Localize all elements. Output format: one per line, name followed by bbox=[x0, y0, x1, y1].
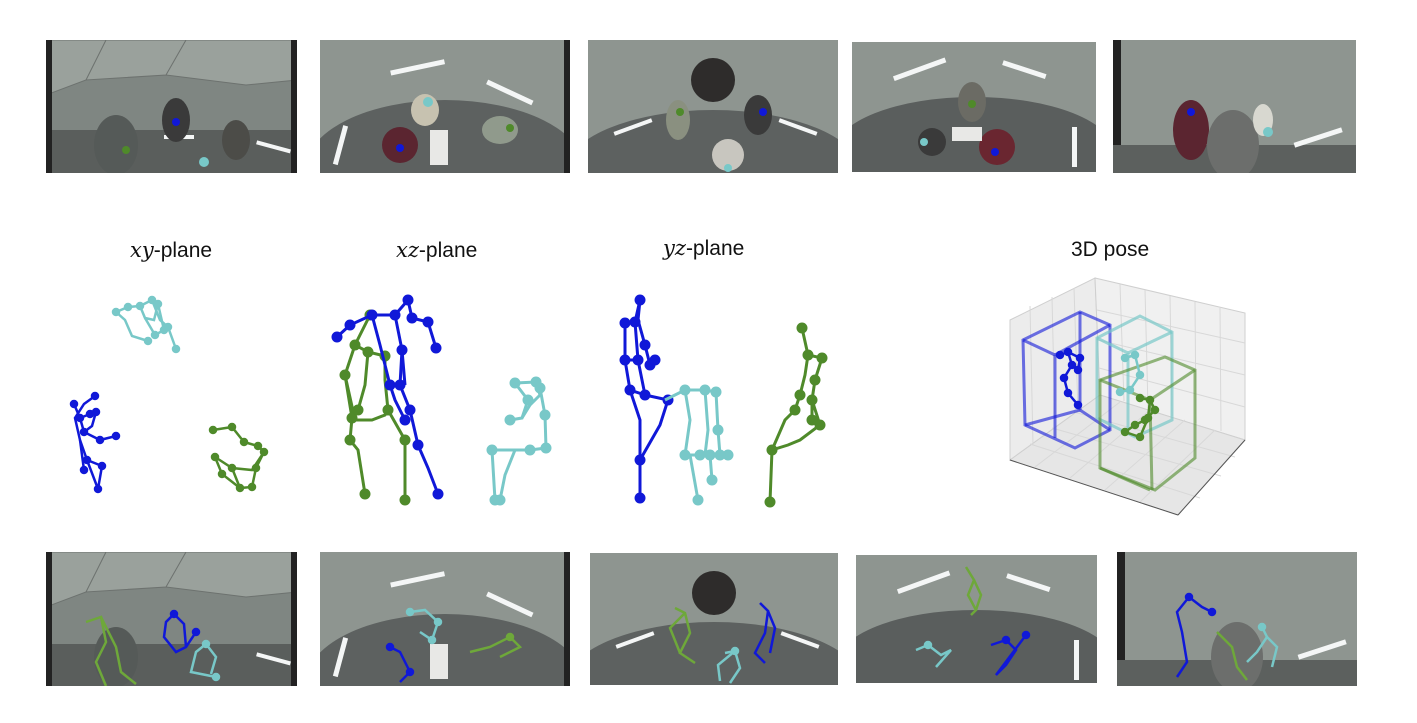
camera-view-bottom-3 bbox=[590, 553, 838, 685]
xy-plane-label: xy-plane bbox=[130, 238, 213, 262]
camera-view-top-1 bbox=[46, 40, 297, 173]
camera-view-top-5 bbox=[1113, 40, 1356, 173]
camera-view-top-3 bbox=[588, 40, 838, 173]
3d-pose-label: 3D pose bbox=[1071, 238, 1150, 261]
xy-plane-plot bbox=[60, 290, 280, 505]
xz-plane-plot bbox=[325, 290, 555, 515]
yz-plane-plot bbox=[600, 290, 840, 525]
yz-plane-label: yz-plane bbox=[663, 236, 745, 260]
3d-pose-plot bbox=[990, 275, 1260, 530]
camera-view-bottom-1 bbox=[46, 552, 297, 686]
camera-view-bottom-5 bbox=[1117, 552, 1357, 686]
camera-view-bottom-4 bbox=[856, 555, 1097, 683]
camera-view-top-2 bbox=[320, 40, 570, 173]
camera-view-top-4 bbox=[852, 42, 1096, 172]
xz-plane-label: xz-plane bbox=[396, 238, 478, 262]
camera-view-bottom-2 bbox=[320, 552, 570, 686]
